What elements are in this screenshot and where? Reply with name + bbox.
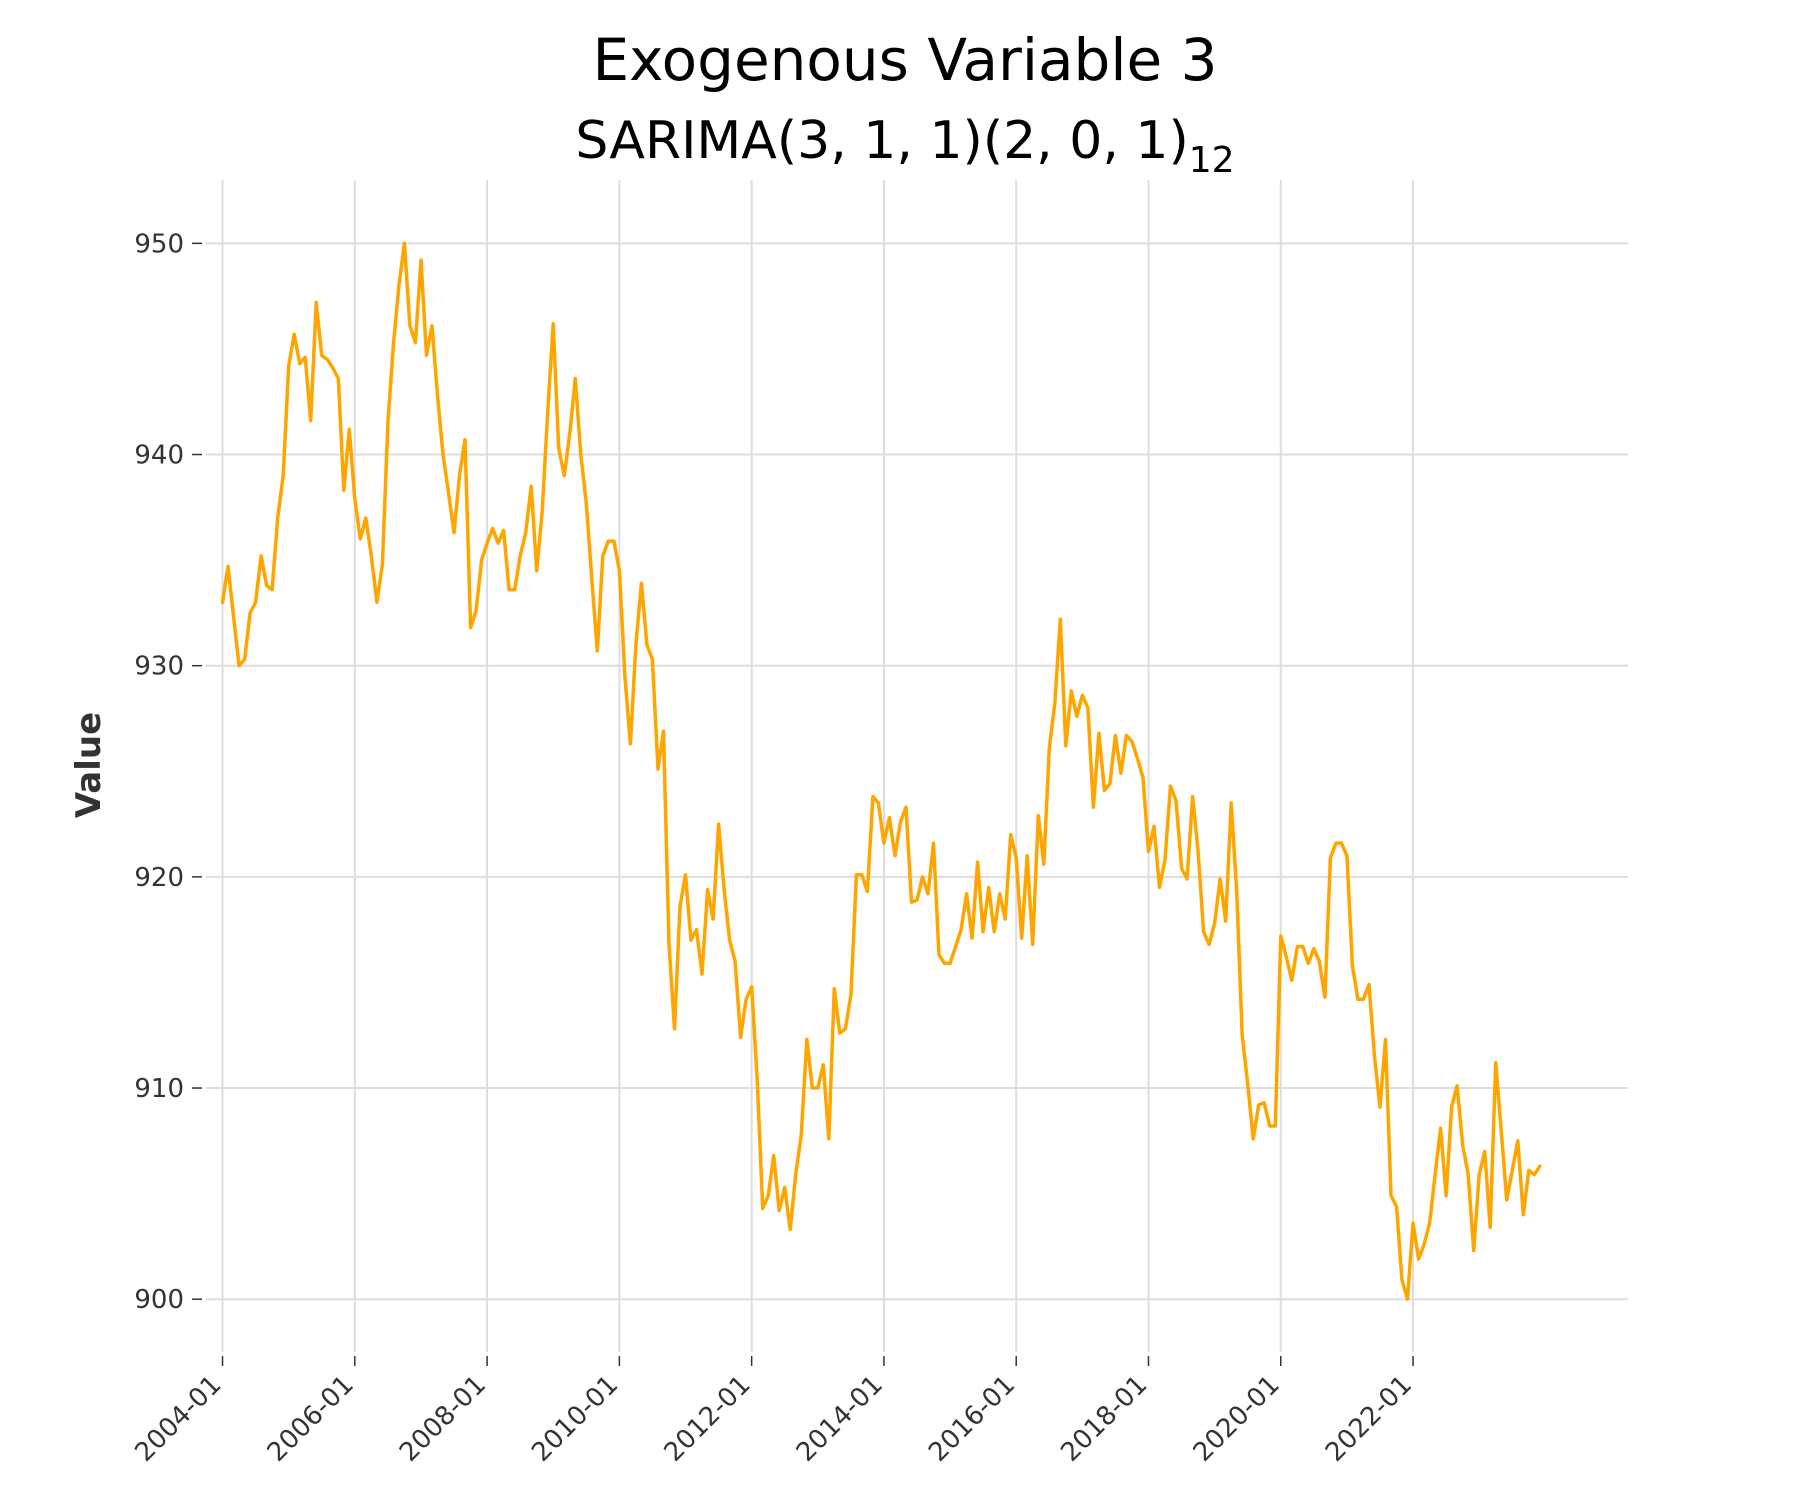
x-tick-label: 2018-01	[1055, 1370, 1153, 1468]
chart-subtitle-subscript: 12	[1189, 140, 1235, 181]
x-tick-label: 2004-01	[129, 1370, 227, 1468]
x-tick-label: 2016-01	[923, 1370, 1021, 1468]
chart-subtitle: SARIMA(3, 1, 1)(2, 0, 1)12	[575, 111, 1234, 181]
x-tick-label: 2008-01	[394, 1370, 492, 1468]
x-tick-label: 2020-01	[1188, 1370, 1286, 1468]
y-tick-label: 900	[134, 1285, 184, 1315]
y-tick-label: 920	[134, 863, 184, 893]
series-line	[220, 241, 1542, 1301]
chart-subtitle-main: SARIMA(3, 1, 1)(2, 0, 1)	[575, 111, 1188, 171]
y-axis-ticks: 900 910 920 930 940 950	[134, 229, 202, 1315]
y-gridlines	[206, 242, 1628, 1301]
x-tick-label: 2006-01	[262, 1370, 360, 1468]
x-tick-label: 2014-01	[791, 1370, 889, 1468]
y-axis-label: Value	[69, 712, 109, 818]
x-tick-label: 2012-01	[659, 1370, 757, 1468]
x-tick-label: 2010-01	[526, 1370, 624, 1468]
x-axis-ticks: 2004-01 2006-01 2008-01 2010-01 2012-01 2014-…	[129, 1356, 1418, 1468]
y-tick-label: 940	[134, 441, 184, 471]
y-tick-label: 910	[134, 1074, 184, 1104]
y-tick-label: 930	[134, 652, 184, 682]
x-tick-label: 2022-01	[1320, 1370, 1418, 1468]
chart-title: Exogenous Variable 3	[592, 26, 1217, 94]
x-gridlines	[221, 180, 1415, 1352]
y-tick-label: 950	[134, 229, 184, 259]
